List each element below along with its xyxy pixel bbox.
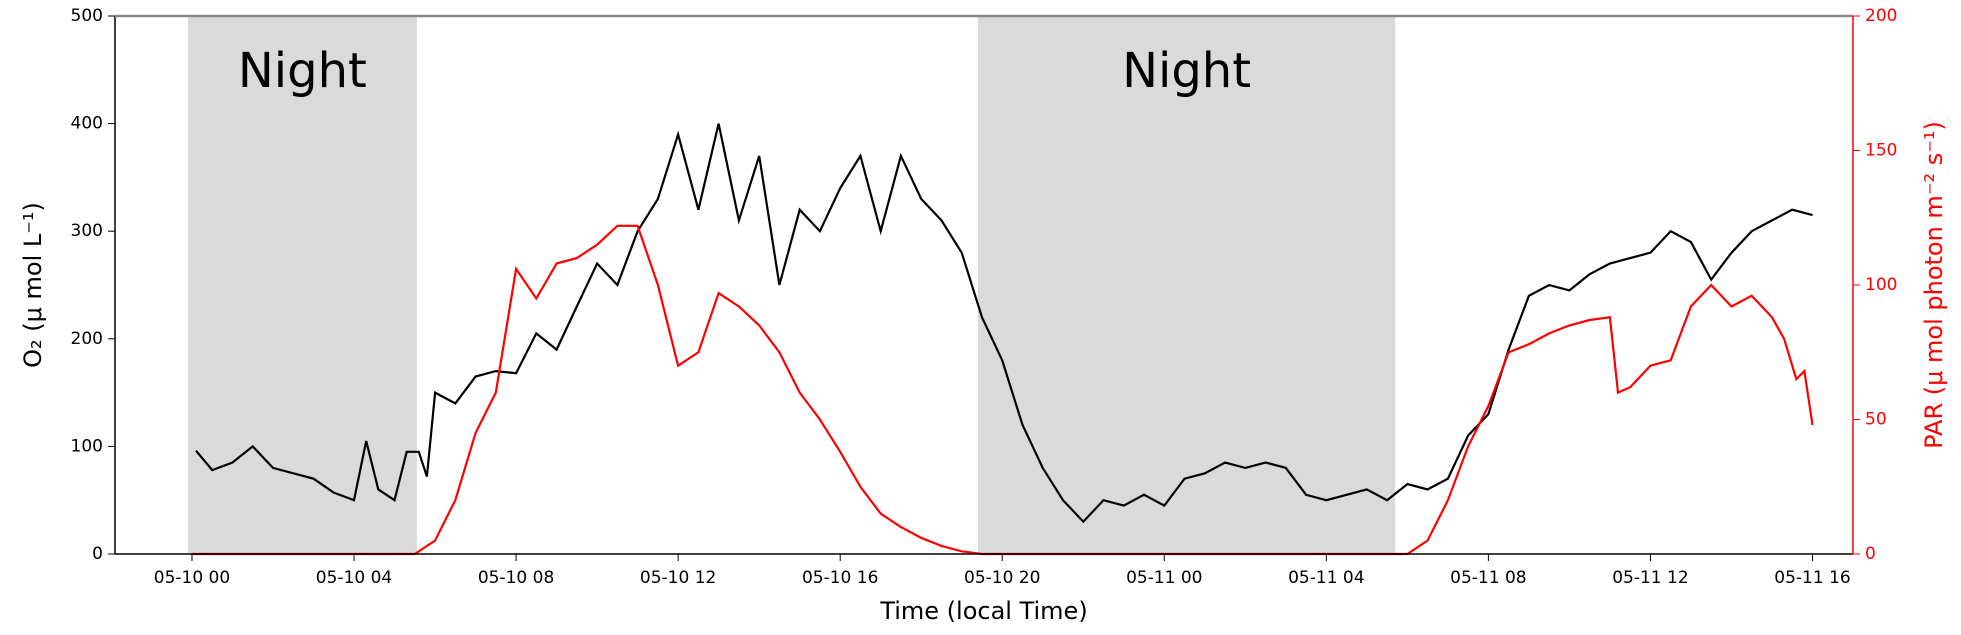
y-tick-label: 200 [71, 329, 103, 349]
y2-tick-label: 50 [1865, 410, 1887, 430]
x-tick-label: 05-10 16 [802, 568, 878, 588]
x-tick-label: 05-10 00 [154, 568, 230, 588]
x-tick-label: 05-10 08 [478, 568, 554, 588]
y-tick-label: 300 [71, 221, 103, 241]
y2-axis-label: PAR (μ mol photon m⁻² s⁻¹) [1920, 121, 1948, 449]
series-line [195, 123, 1813, 524]
x-tick-label: 05-10 12 [640, 568, 716, 588]
night-label: Night [238, 43, 367, 99]
x-tick-label: 05-11 04 [1288, 568, 1364, 588]
x-tick-label: 05-11 00 [1126, 568, 1202, 588]
night-band [977, 16, 1396, 554]
x-tick-label: 05-11 12 [1612, 568, 1688, 588]
x-tick-label: 05-10 04 [316, 568, 392, 588]
y-axis-label: O₂ (μ mol L⁻¹) [19, 202, 47, 368]
y2-tick-label: 200 [1865, 6, 1897, 26]
y-tick-label: 0 [92, 544, 103, 564]
y-tick-label: 400 [71, 114, 103, 134]
x-axis-label: Time (local Time) [879, 597, 1087, 625]
y2-tick-label: 150 [1865, 141, 1897, 161]
x-tick-label: 05-11 16 [1774, 568, 1850, 588]
y-tick-label: 500 [71, 6, 103, 26]
series-line [192, 224, 1814, 556]
y2-tick-label: 100 [1865, 275, 1897, 295]
x-tick-label: 05-11 08 [1450, 568, 1526, 588]
x-tick-label: 05-10 20 [964, 568, 1040, 588]
night-label: Night [1122, 43, 1251, 99]
y-tick-label: 100 [71, 436, 103, 456]
y2-tick-label: 0 [1865, 544, 1876, 564]
